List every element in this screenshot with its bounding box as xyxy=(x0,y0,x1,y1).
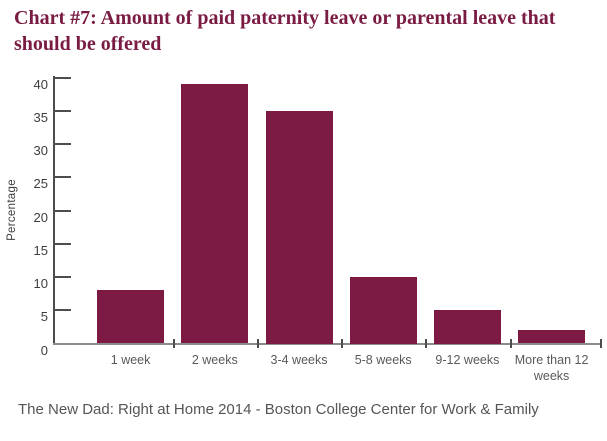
y-axis-line xyxy=(53,76,55,345)
x-category-label: 5-8 weeks xyxy=(354,353,412,367)
bar xyxy=(265,110,333,344)
y-tick xyxy=(55,176,71,179)
x-tick xyxy=(600,339,602,348)
y-tick xyxy=(55,109,71,112)
x-axis-line xyxy=(53,343,602,345)
y-tick xyxy=(55,209,71,212)
y-tick xyxy=(55,309,71,312)
source-caption: The New Dad: Right at Home 2014 - Boston… xyxy=(18,401,539,418)
y-tick-label: 0 xyxy=(40,342,48,358)
y-tick-label: 30 xyxy=(33,143,48,158)
y-tick xyxy=(55,76,71,79)
y-tick xyxy=(55,143,71,145)
bar xyxy=(433,310,501,344)
bar xyxy=(181,84,249,344)
y-tick-label: 5 xyxy=(40,309,48,325)
y-tick xyxy=(55,276,71,278)
x-tick xyxy=(425,339,428,348)
x-tick xyxy=(256,339,259,348)
x-category-label: 1 week xyxy=(110,353,151,367)
bar-chart: Chart #7: Amount of paid paternity leave… xyxy=(6,7,602,383)
y-tick-label: 40 xyxy=(33,76,48,92)
y-tick-label: 20 xyxy=(33,209,48,225)
bar xyxy=(518,330,586,344)
y-tick-label: 35 xyxy=(33,109,48,125)
chart-title: Chart #7: Amount of paid paternity leave… xyxy=(14,7,556,55)
bar xyxy=(97,290,165,344)
x-tick xyxy=(509,339,512,348)
y-tick-label: 15 xyxy=(33,242,48,258)
x-category-label: More than 12 weeks xyxy=(514,353,589,383)
x-category-label: 3-4 weeks xyxy=(270,353,328,367)
x-tick xyxy=(172,339,175,348)
y-tick-label: 10 xyxy=(33,276,48,291)
x-tick xyxy=(341,339,344,348)
x-category-label: 2 weeks xyxy=(191,353,238,367)
y-tick xyxy=(55,242,71,245)
x-category-label: 9-12 weeks xyxy=(435,353,500,367)
y-tick-label: 25 xyxy=(33,176,48,192)
bar xyxy=(349,277,417,344)
